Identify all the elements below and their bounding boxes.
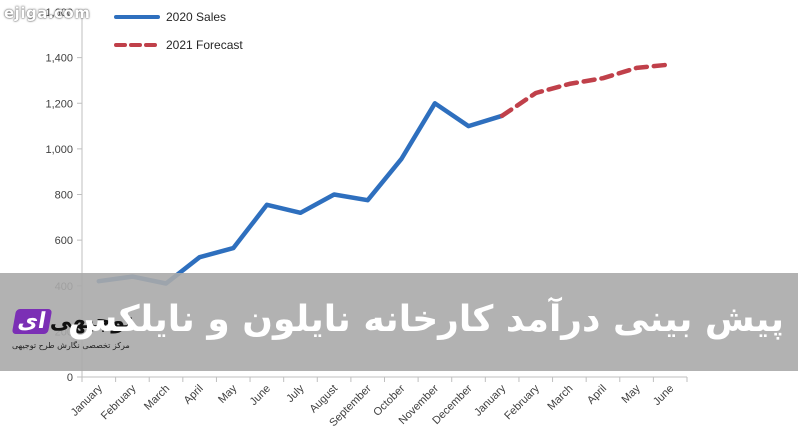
series-layer — [96, 62, 673, 286]
x-tick-label: April — [585, 383, 609, 407]
legend-label-forecast: 2021 Forecast — [166, 38, 243, 52]
x-tick-label: February — [99, 382, 139, 422]
y-tick-label: 600 — [55, 235, 73, 247]
logo-badge: ای — [11, 309, 52, 334]
y-tick-label: 1,000 — [45, 144, 73, 156]
x-tick-label: May — [216, 382, 240, 406]
x-tick-label: June — [248, 383, 273, 408]
x-tick-label: July — [284, 382, 307, 405]
x-tick-label: February — [502, 382, 542, 422]
x-tick-label: March — [545, 383, 575, 413]
banner-title: پیش بینی درآمد کارخانه نایلون و نایلکس — [67, 299, 784, 340]
brand-logo: توجیهیای مرکز تخصصی نگارش طرح توجیهی — [11, 309, 152, 359]
logo-subtitle: مرکز تخصصی نگارش طرح توجیهی — [12, 341, 130, 350]
series-line-2021-forecast — [499, 62, 673, 119]
legend-label-sales: 2020 Sales — [166, 10, 226, 24]
logo-text: توجیهیای — [11, 309, 134, 334]
watermark: ejiga.com — [4, 4, 91, 22]
y-tick-label: 1,400 — [45, 53, 73, 65]
legend: 2020 Sales 2021 Forecast — [114, 10, 243, 52]
x-tick-label: March — [142, 383, 172, 413]
y-tick-label: 800 — [55, 190, 73, 202]
x-tick-label: June — [651, 383, 676, 408]
y-tick-label: 0 — [67, 372, 73, 384]
x-tick-label: April — [182, 383, 206, 407]
x-tick-label: August — [308, 383, 341, 416]
title-banner: توجیهیای مرکز تخصصی نگارش طرح توجیهی پیش… — [0, 273, 798, 371]
y-tick-label: 1,200 — [45, 98, 73, 110]
series-line-2020-sales — [96, 101, 505, 286]
x-tick-label: May — [620, 382, 644, 406]
logo-text-main: توجیهی — [49, 309, 134, 334]
y-tick-label: 1,600 — [45, 7, 73, 19]
